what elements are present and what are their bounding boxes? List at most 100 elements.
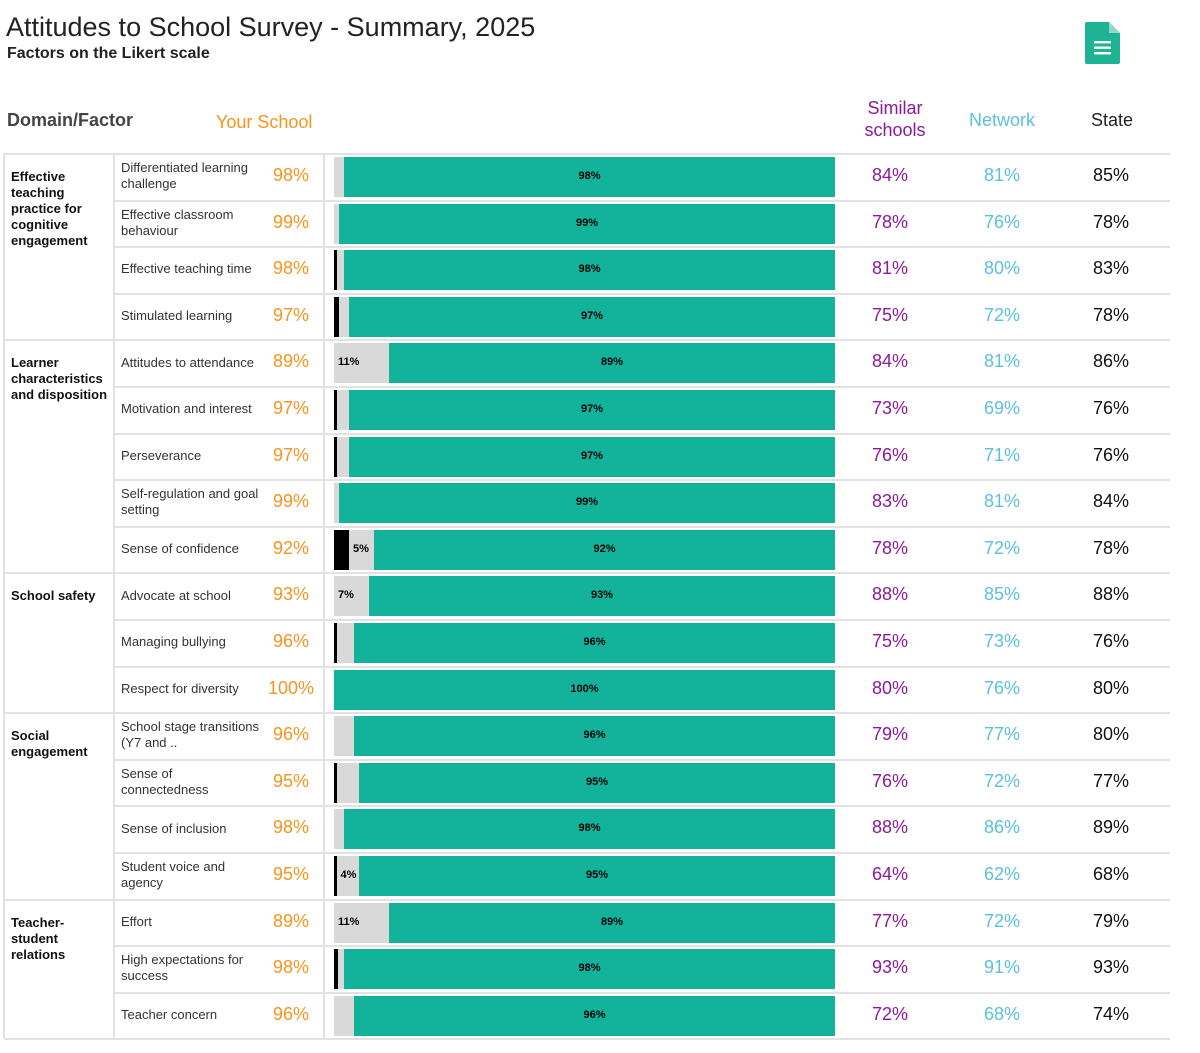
table-row: School stage transitions (Y7 and .. 96% 96… (0, 712, 1170, 759)
row-divider (115, 945, 1170, 948)
page-subtitle: Factors on the Likert scale (7, 45, 210, 62)
network-value: 73% (983, 631, 1021, 651)
state-value: 89% (1092, 817, 1130, 838)
your-school-value: 100% (267, 677, 315, 698)
row-divider (115, 758, 1170, 761)
factor-label: Effort (121, 913, 152, 929)
bar-negative (334, 856, 337, 896)
network-value: 72% (983, 537, 1021, 558)
similar-schools-value: 64% (871, 864, 909, 884)
your-school-value: 98% (272, 258, 310, 279)
table-row: Managing bullying 96% 96% 75% 73% 76% (0, 619, 1170, 666)
your-school-value: 89% (272, 910, 310, 931)
bar-positive (359, 856, 835, 896)
row-divider (115, 991, 1170, 994)
similar-schools-value: 77% (871, 910, 909, 931)
similar-schools-value: 75% (871, 304, 909, 325)
your-school-value: 97% (272, 444, 310, 465)
column-header-network: Network (969, 110, 1036, 130)
bar-positive-label: 96% (583, 636, 606, 648)
domain-label: Learner characteristics and disposition (11, 355, 108, 403)
table-row: Effective teaching time 98% 98% 81% 80% 83% (0, 246, 1170, 293)
your-school-value: 99% (272, 491, 310, 512)
state-value: 74% (1092, 1003, 1130, 1024)
domain-label: Teacher-student relations (11, 914, 66, 962)
table-row: Advocate at school 93% 7% 93% 88% 85% 88% (0, 572, 1170, 619)
network-value: 91% (983, 957, 1021, 978)
bar-positive (334, 669, 835, 710)
similar-schools-value: 73% (871, 398, 909, 418)
row-divider (115, 619, 1170, 621)
bar-positive (354, 716, 835, 757)
table-row: Sense of inclusion 98% 98% 88% 86% 89% (0, 805, 1170, 852)
bar-positive-label: 98% (578, 962, 601, 975)
similar-schools-value: 84% (871, 351, 909, 372)
factor-label: Self-regulation and goal setting (121, 486, 259, 518)
state-value: 78% (1092, 304, 1130, 325)
factor-label: Respect for diversity (121, 680, 239, 696)
bar-positive (369, 576, 835, 617)
factor-label: Managing bullying (121, 634, 226, 650)
bar-positive (354, 995, 835, 1036)
factor-label: Sense of connectedness (121, 766, 209, 798)
row-divider (115, 386, 1170, 388)
bar-positive-label: 97% (580, 449, 604, 462)
table-bottom-border (4, 1038, 1170, 1041)
state-value: 80% (1092, 677, 1130, 698)
column-header-state: State (1091, 110, 1134, 130)
network-value: 72% (983, 304, 1021, 325)
domain-label: Social engagement (11, 728, 88, 760)
network-value: 72% (983, 770, 1021, 791)
factor-label: Effective teaching time (121, 261, 252, 277)
your-school-value: 98% (272, 817, 310, 838)
state-value: 78% (1092, 537, 1130, 558)
your-school-value: 96% (272, 631, 310, 651)
your-school-value: 93% (272, 584, 310, 605)
column-divider (323, 153, 325, 1038)
network-value: 68% (983, 1003, 1021, 1024)
bar-positive (354, 623, 835, 663)
similar-schools-value: 93% (871, 957, 909, 978)
your-school-value: 96% (272, 1003, 310, 1024)
bar-positive (339, 483, 835, 524)
table-row: Stimulated learning 97% 97% 75% 72% 78% (0, 293, 1170, 340)
table-row: Sense of connectedness 95% 95% 76% 72% 77% (0, 759, 1170, 806)
factor-label: Sense of inclusion (121, 820, 227, 836)
bar-positive-label: 95% (586, 869, 609, 881)
table-row: Self-regulation and goal setting 99% 99% 83… (0, 479, 1170, 526)
table-row: High expectations for success 98% 98% 93% 91… (0, 945, 1170, 992)
row-divider (115, 479, 1170, 482)
your-school-value: 92% (272, 537, 310, 558)
factor-label: Perseverance (121, 447, 202, 463)
bar-positive-label: 97% (580, 403, 604, 415)
bar-positive (339, 203, 835, 244)
factor-label: Student voice and agency (121, 859, 226, 891)
document-icon[interactable] (1085, 22, 1120, 64)
row-divider (115, 432, 1170, 435)
bar-positive-label: 95% (586, 775, 609, 788)
state-value: 76% (1092, 398, 1130, 418)
factor-label: Stimulated learning (121, 308, 233, 324)
state-value: 77% (1092, 770, 1130, 791)
column-divider (113, 153, 115, 1038)
similar-schools-value: 76% (871, 770, 909, 791)
similar-schools-value: 84% (871, 165, 909, 185)
factor-label: Teacher concern (121, 1007, 218, 1023)
domain-divider (4, 339, 1170, 342)
factor-label: School stage transitions (Y7 and .. (121, 719, 260, 751)
similar-schools-value: 88% (871, 817, 909, 838)
bar-positive-label: 96% (583, 1008, 606, 1021)
table-row: Respect for diversity 100% 100% 80% 76% 80% (0, 666, 1170, 713)
column-header-similar-schools: Similar schools (864, 98, 926, 140)
network-value: 81% (983, 165, 1021, 185)
state-value: 88% (1092, 584, 1130, 605)
bar-negative (334, 250, 337, 291)
bar-negative (334, 529, 350, 570)
column-header-domain-factor: Domain/Factor (7, 110, 134, 130)
network-value: 81% (983, 491, 1021, 512)
your-school-value: 96% (272, 724, 310, 745)
column-divider (3, 153, 5, 1038)
table-row: Perseverance 97% 97% 76% 71% 76% (0, 433, 1170, 480)
similar-schools-value: 83% (871, 491, 909, 512)
bar-negative (334, 296, 339, 337)
